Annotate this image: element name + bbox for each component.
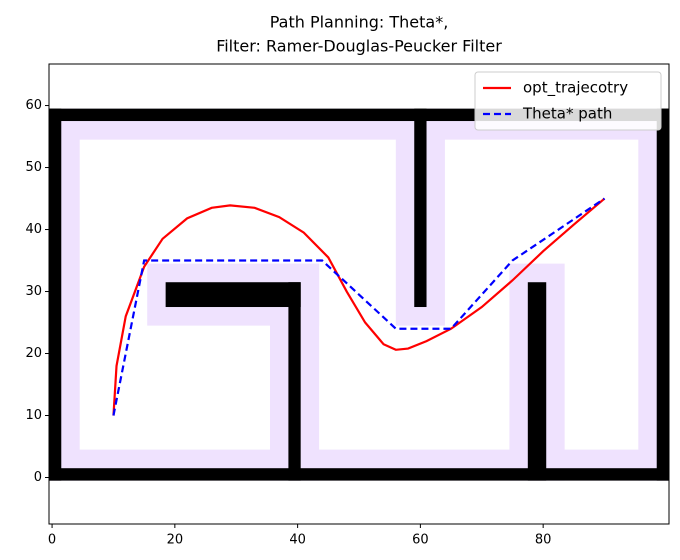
x-tick-label: 80: [535, 533, 552, 548]
obstacle: [165, 282, 301, 308]
y-tick-label: 50: [25, 160, 42, 175]
legend: opt_trajecotry Theta* path: [474, 71, 662, 131]
obstacle: [527, 282, 547, 481]
y-tick-label: 40: [25, 222, 42, 237]
x-tick-label: 0: [48, 533, 56, 548]
series-line: [112, 197, 606, 416]
x-tick-label: 40: [289, 533, 306, 548]
y-tick-label: 10: [25, 408, 42, 423]
legend-box: [474, 71, 662, 131]
x-tick-label: 20: [167, 533, 184, 548]
obstacle: [49, 468, 669, 481]
chart-title: Path Planning: Theta*,: [270, 13, 449, 32]
obstacle: [656, 108, 669, 481]
x-tick-label: 60: [412, 533, 429, 548]
plot-frame: [48, 63, 670, 525]
y-tick-label: 30: [25, 284, 42, 299]
obstacle: [49, 108, 62, 481]
legend-label: Theta* path: [522, 105, 612, 123]
obstacle: [414, 108, 427, 308]
y-tick-label: 60: [25, 98, 42, 113]
legend-label: opt_trajecotry: [523, 79, 628, 98]
y-tick-label: 0: [34, 470, 42, 485]
y-tick-label: 20: [25, 346, 42, 361]
chart-subtitle: Filter: Ramer-Douglas-Peucker Filter: [216, 37, 502, 56]
plot-area: [49, 108, 669, 481]
obstacle: [288, 282, 301, 481]
